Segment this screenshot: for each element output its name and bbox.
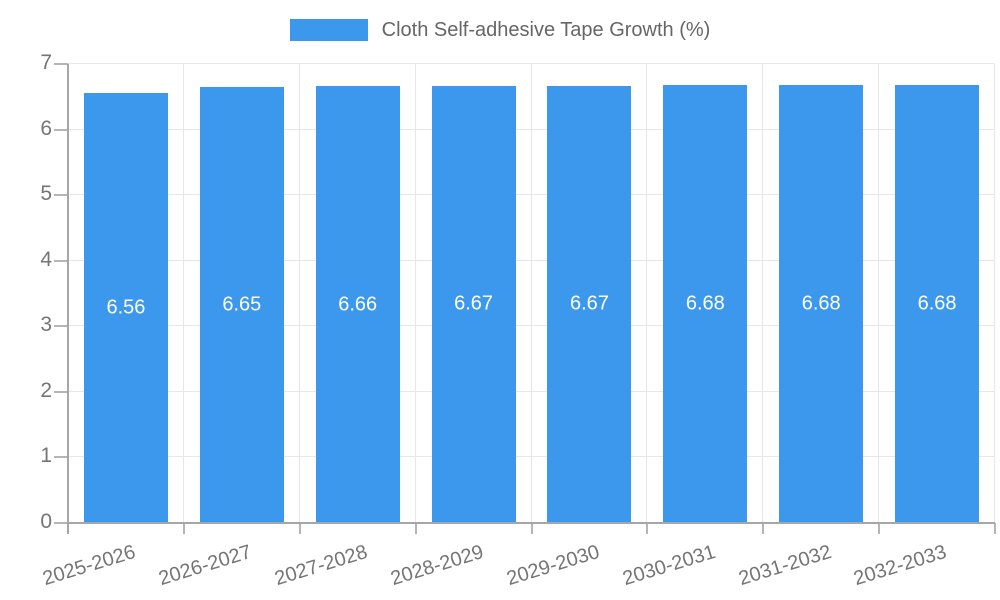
- y-axis-tick-label: 0: [40, 510, 52, 534]
- bar-value-label: 6.67: [454, 292, 494, 315]
- x-axis-tick-label: 2029-2030: [503, 541, 602, 591]
- y-axis-tick: [54, 63, 68, 65]
- y-axis-tick: [54, 259, 68, 262]
- y-axis-line: [67, 64, 69, 534]
- x-axis-tick: [762, 523, 765, 534]
- y-axis-tick-label: 5: [40, 182, 52, 206]
- y-axis-tick-label: 3: [40, 313, 52, 337]
- bar-value-label: 6.67: [569, 292, 609, 315]
- y-gridline: [68, 456, 995, 458]
- x-axis-line: [68, 522, 995, 524]
- y-axis-tick-label: 2: [40, 378, 52, 402]
- x-gridline: [762, 64, 764, 523]
- y-axis-tick-label: 7: [40, 51, 52, 75]
- y-axis-tick-label: 6: [40, 116, 52, 140]
- y-gridline: [68, 194, 995, 196]
- y-gridline: [68, 390, 995, 392]
- y-gridline: [68, 325, 995, 327]
- y-axis-tick: [54, 325, 68, 328]
- bar-value-label: 6.68: [917, 292, 957, 315]
- x-axis-tick: [414, 523, 417, 534]
- bar[interactable]: [779, 84, 864, 523]
- y-axis-tick: [54, 128, 68, 131]
- legend: Cloth Self-adhesive Tape Growth (%): [0, 18, 1000, 42]
- x-axis-tick: [530, 523, 533, 534]
- bar[interactable]: [547, 85, 632, 523]
- x-axis-tick-label: 2031-2032: [735, 541, 834, 591]
- y-axis-tick-label: 4: [40, 247, 52, 271]
- x-axis-tick-label: 2026-2027: [156, 541, 255, 591]
- x-axis-tick: [646, 523, 649, 534]
- x-axis-tick: [878, 523, 881, 534]
- x-axis-tick: [182, 523, 185, 534]
- x-gridline: [530, 64, 532, 523]
- x-axis-tick-label: 2028-2029: [388, 541, 486, 591]
- y-axis-tick: [54, 194, 68, 197]
- bar[interactable]: [431, 85, 516, 523]
- y-gridline: [68, 259, 995, 261]
- x-axis-tick-label: 2030-2031: [619, 541, 718, 591]
- y-gridline: [68, 63, 995, 64]
- bar[interactable]: [199, 86, 284, 523]
- y-axis-tick: [54, 390, 68, 393]
- x-gridline: [182, 64, 184, 523]
- x-gridline: [646, 64, 648, 523]
- x-gridline: [878, 64, 880, 523]
- legend-label: Cloth Self-adhesive Tape Growth (%): [381, 19, 711, 41]
- y-axis-tick: [54, 456, 68, 459]
- bar-value-label: 6.66: [338, 293, 378, 316]
- x-axis-tick-label: 2032-2033: [851, 541, 950, 591]
- x-gridline: [298, 64, 300, 523]
- bar[interactable]: [83, 92, 168, 523]
- x-gridline: [414, 64, 416, 523]
- legend-swatch: [289, 19, 368, 41]
- x-axis-tick: [994, 523, 996, 534]
- bar-value-label: 6.56: [106, 296, 146, 319]
- bar[interactable]: [663, 84, 748, 523]
- y-axis-tick: [54, 522, 68, 524]
- x-axis-tick-label: 2025-2026: [40, 541, 139, 591]
- bar[interactable]: [315, 86, 400, 523]
- y-axis-tick-label: 1: [40, 444, 52, 468]
- y-gridline: [68, 128, 995, 130]
- x-axis-tick: [298, 523, 301, 534]
- bar[interactable]: [895, 84, 980, 523]
- bar-value-label: 6.68: [801, 292, 841, 315]
- bar-value-label: 6.68: [685, 292, 725, 315]
- bar-value-label: 6.65: [222, 293, 262, 316]
- legend-item[interactable]: Cloth Self-adhesive Tape Growth (%): [289, 18, 711, 42]
- x-axis-tick-label: 2027-2028: [272, 541, 371, 591]
- x-gridline: [994, 64, 995, 523]
